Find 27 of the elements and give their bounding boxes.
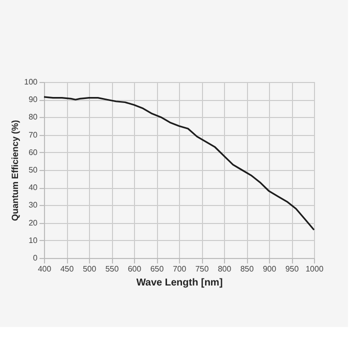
x-tick-label: 400 [38, 264, 52, 274]
x-tick-label: 800 [218, 264, 232, 274]
y-tick-label: 70 [28, 130, 38, 140]
x-tick-label: 550 [105, 264, 120, 274]
x-tick-label: 600 [128, 264, 142, 274]
x-tick-label: 850 [240, 264, 254, 274]
x-tick-label: 450 [60, 264, 74, 274]
y-tick-label: 20 [28, 218, 38, 228]
x-tick-label: 900 [262, 264, 277, 274]
y-tick-label: 40 [28, 183, 38, 192]
y-tick-label: 10 [28, 236, 38, 245]
y-axis-title: Quantum Efficiency (%) [10, 120, 20, 222]
x-tick-label: 750 [195, 264, 210, 274]
y-tick-label: 30 [28, 200, 38, 210]
x-tick-label: 950 [285, 264, 300, 274]
line-series [43, 96, 315, 231]
x-tick-label: 1000 [306, 264, 324, 274]
y-tick-label: 100 [24, 78, 38, 86]
x-tick-label: 700 [172, 264, 187, 274]
x-axis-title: Wave Length [nm] [136, 278, 223, 288]
y-tick-label: 60 [28, 148, 38, 157]
x-tick-label: 650 [150, 264, 164, 274]
y-tick-label: 50 [28, 166, 38, 174]
y-tick-label: 0 [33, 254, 38, 262]
y-tick-label: 80 [28, 112, 38, 122]
y-tick-label: 90 [28, 95, 38, 104]
x-tick-label: 500 [82, 264, 97, 274]
